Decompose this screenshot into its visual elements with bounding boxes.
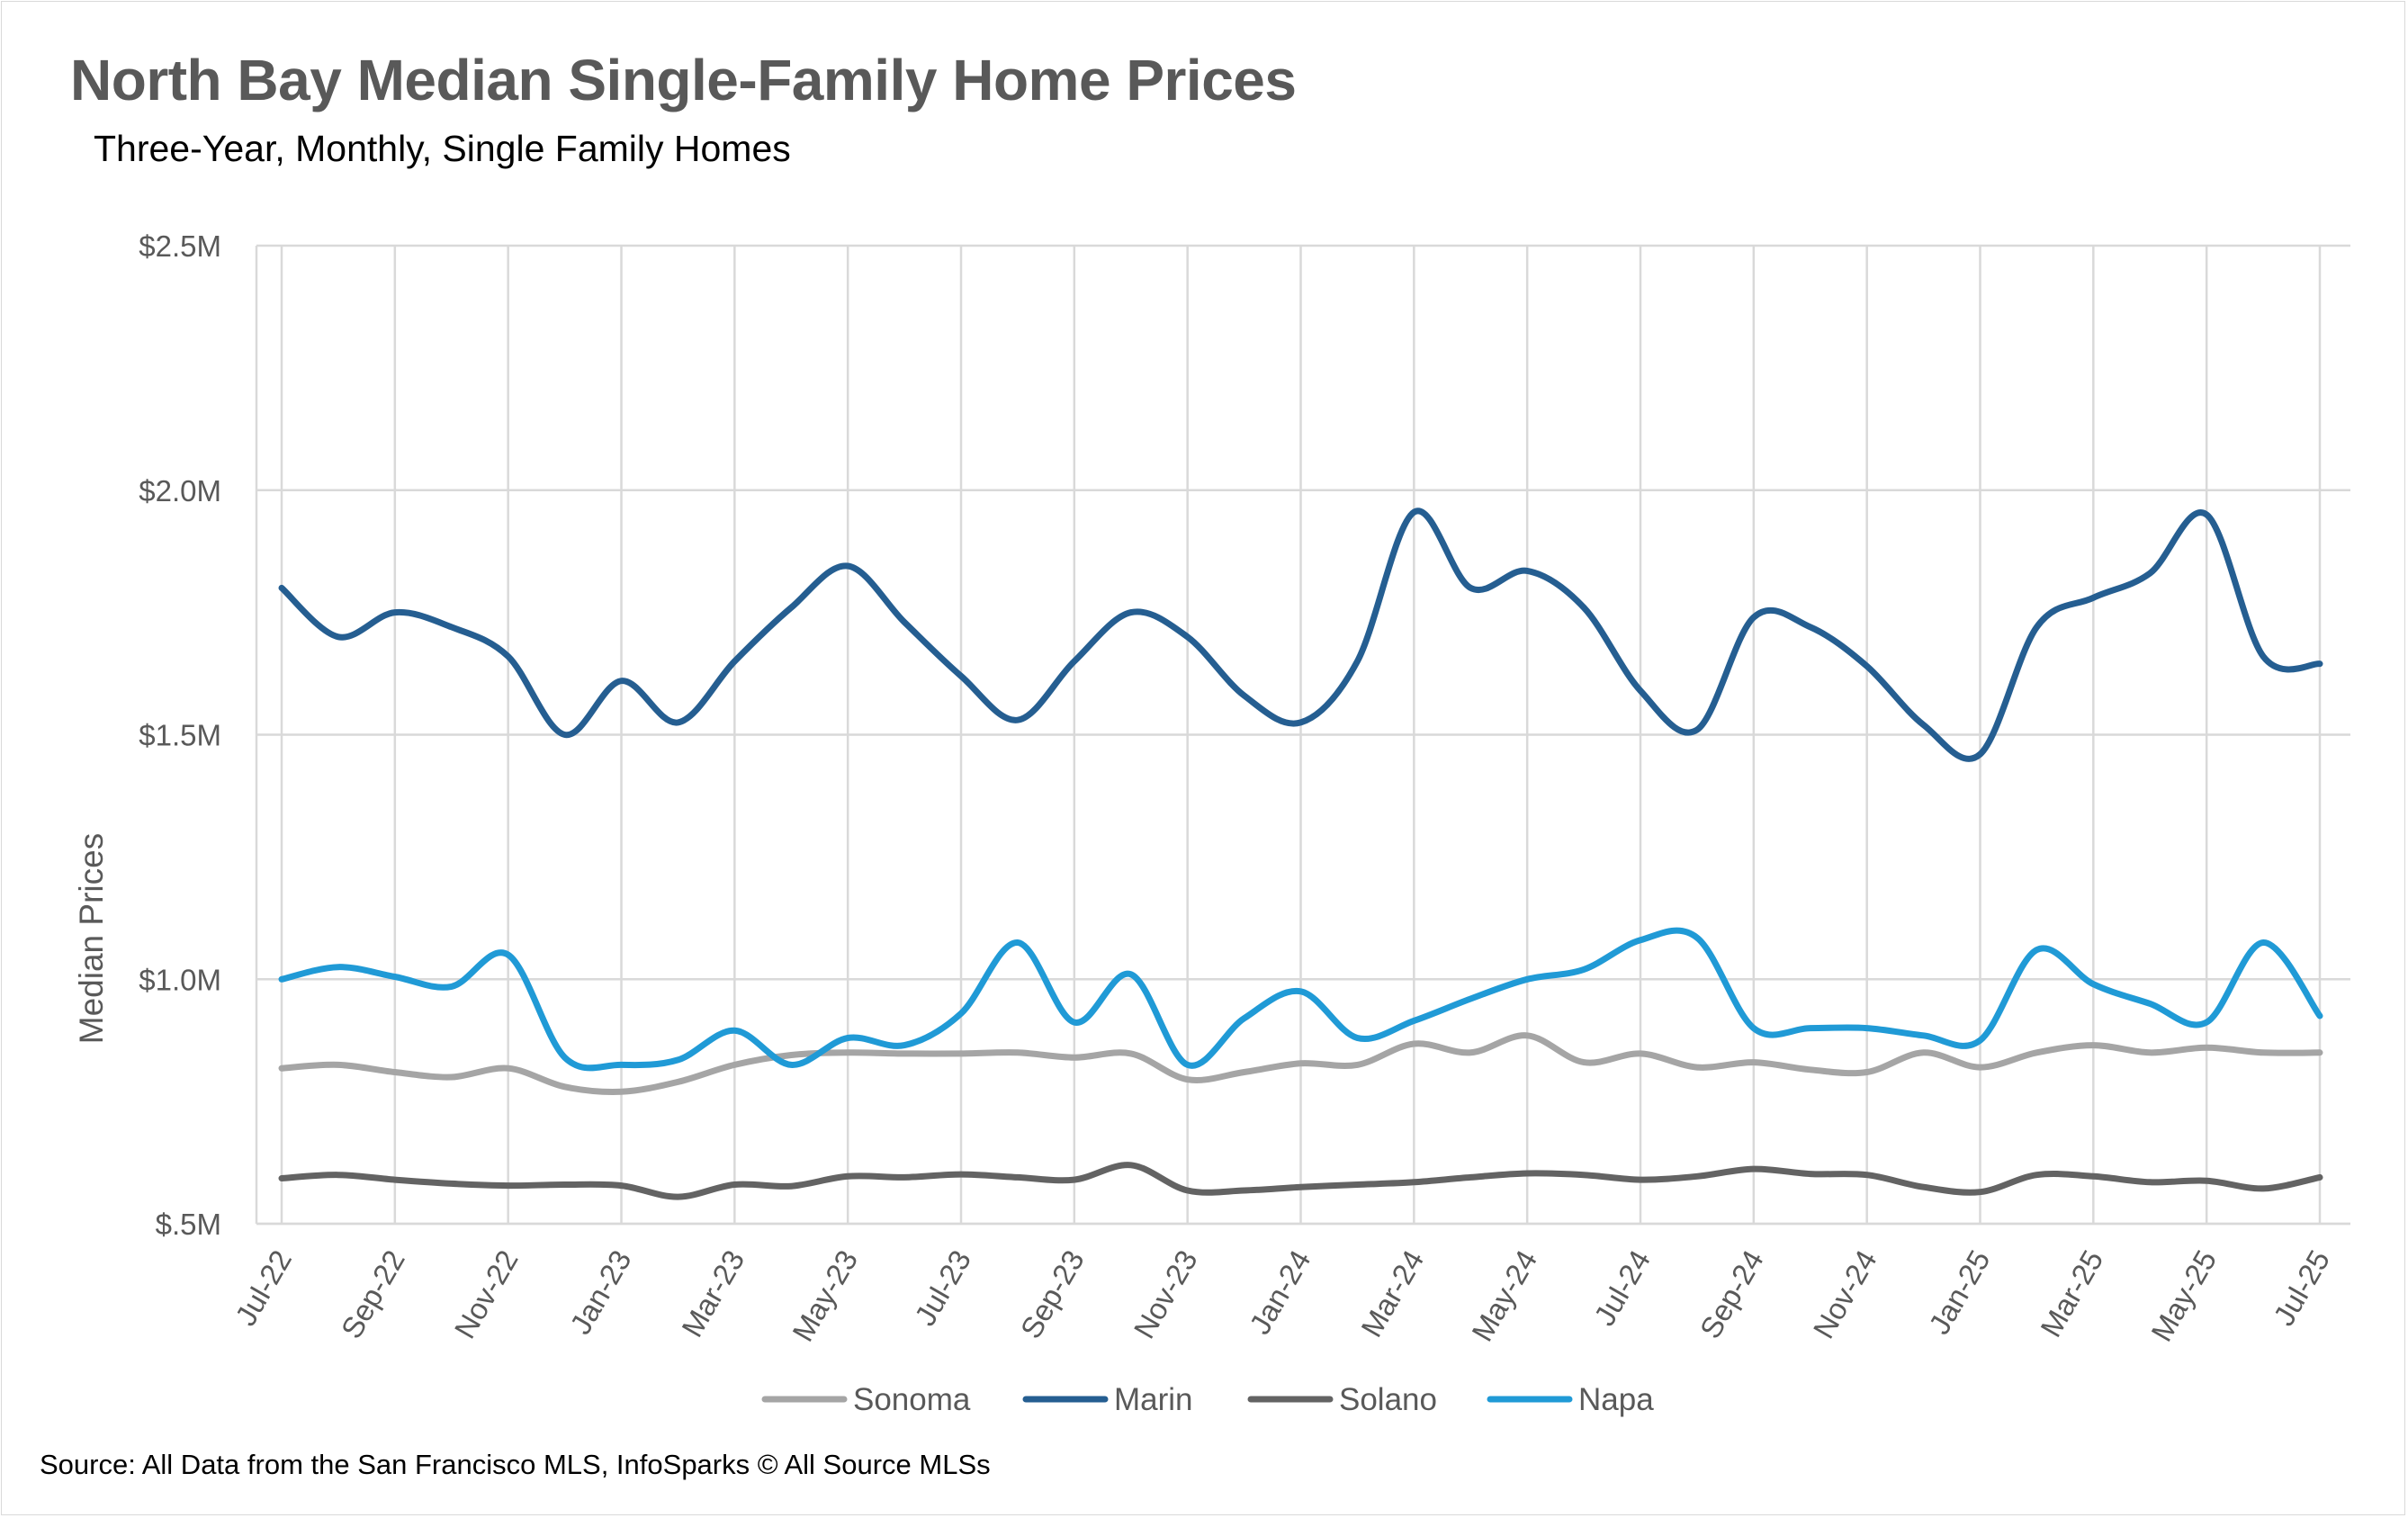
chart-title: North Bay Median Single-Family Home Pric…	[70, 48, 1297, 112]
x-tick-label: Mar-25	[2034, 1244, 2109, 1343]
y-tick-label: $1.0M	[139, 963, 221, 996]
x-tick-label: Jul-23	[908, 1244, 977, 1331]
x-tick-label: Nov-23	[1127, 1244, 1203, 1344]
y-tick-label: $1.5M	[139, 719, 221, 752]
x-tick-label: Nov-22	[447, 1244, 524, 1344]
legend: Sonoma Marin Solano Napa	[761, 1382, 1654, 1417]
x-tick-label: May-23	[786, 1244, 864, 1347]
chart-subtitle: Three-Year, Monthly, Single Family Homes	[94, 128, 791, 169]
y-axis-ticks: $.5M $1.0M $1.5M $2.0M $2.5M	[139, 229, 221, 1241]
x-tick-label: Jul-24	[1587, 1244, 1657, 1331]
x-tick-label: Jan-23	[563, 1244, 637, 1340]
source-note: Source: All Data from the San Francisco …	[40, 1449, 991, 1480]
legend-item-solano: Solano	[1247, 1382, 1437, 1417]
series-line-solano	[278, 1162, 2323, 1200]
legend-item-napa: Napa	[1487, 1382, 1654, 1417]
gridlines	[255, 244, 2350, 1226]
x-tick-label: Jul-25	[2267, 1244, 2336, 1331]
series-line-napa	[278, 927, 2323, 1072]
legend-label: Marin	[1114, 1382, 1193, 1417]
y-tick-label: $.5M	[156, 1208, 221, 1241]
x-tick-label: Mar-24	[1354, 1244, 1430, 1343]
series-lines	[278, 507, 2323, 1200]
y-axis-label: Median Prices	[73, 833, 110, 1044]
x-tick-label: Jan-25	[1922, 1244, 1996, 1340]
y-tick-label: $2.0M	[139, 474, 221, 507]
series-line-sonoma	[278, 1032, 2323, 1096]
legend-label: Sonoma	[853, 1382, 971, 1417]
x-axis-ticks: Jul-22 Sep-22 Nov-22 Jan-23 Mar-23 May-23 Jul-…	[229, 1244, 2336, 1347]
x-tick-label: Sep-24	[1694, 1244, 1770, 1344]
x-tick-label: Sep-22	[335, 1244, 411, 1344]
x-tick-label: Jan-24	[1243, 1244, 1316, 1340]
legend-label: Solano	[1339, 1382, 1437, 1417]
x-tick-label: May-24	[1465, 1244, 1543, 1347]
series-line-marin	[278, 507, 2323, 762]
legend-label: Napa	[1578, 1382, 1654, 1417]
x-tick-label: May-25	[2144, 1244, 2223, 1347]
x-tick-label: Sep-23	[1014, 1244, 1091, 1344]
x-tick-label: Nov-24	[1806, 1244, 1882, 1344]
legend-item-sonoma: Sonoma	[761, 1382, 971, 1417]
y-tick-label: $2.5M	[139, 229, 221, 263]
x-tick-label: Jul-22	[229, 1244, 298, 1331]
x-tick-label: Mar-23	[675, 1244, 750, 1343]
legend-item-marin: Marin	[1022, 1382, 1193, 1417]
